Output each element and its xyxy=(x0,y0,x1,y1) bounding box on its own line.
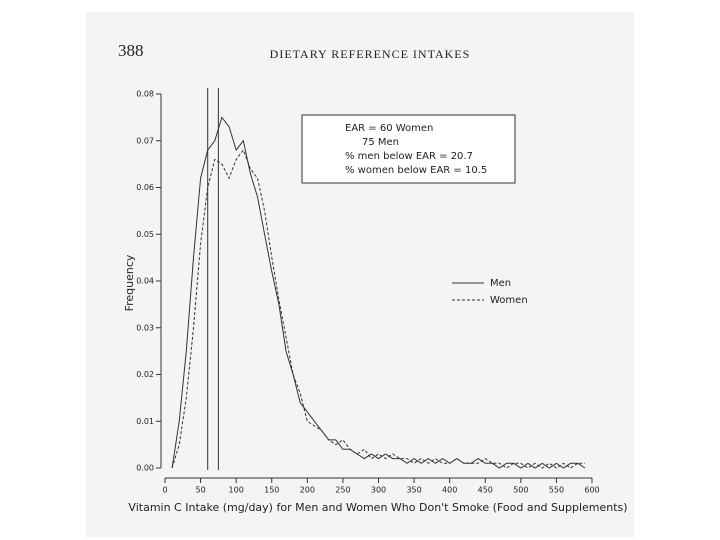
y-tick-label: 0.04 xyxy=(136,277,154,286)
page-scan xyxy=(86,12,634,537)
x-tick-label: 350 xyxy=(406,486,421,495)
x-tick-label: 0 xyxy=(162,486,167,495)
x-tick-label: 200 xyxy=(300,486,315,495)
running-head: DIETARY REFERENCE INTAKES xyxy=(270,47,471,61)
y-tick-label: 0.05 xyxy=(136,230,154,239)
legend-label: Men xyxy=(490,278,511,289)
x-tick-label: 100 xyxy=(229,486,244,495)
x-tick-label: 50 xyxy=(195,486,205,495)
y-tick-label: 0.02 xyxy=(136,370,154,379)
x-tick-label: 600 xyxy=(584,486,599,495)
annotation: % men below EAR = 20.7 xyxy=(345,151,473,162)
x-axis-label: Vitamin C Intake (mg/day) for Men and Wo… xyxy=(128,501,627,514)
y-tick-label: 0.07 xyxy=(136,136,154,145)
y-tick-label: 0.03 xyxy=(136,323,154,332)
series-line xyxy=(171,149,585,469)
x-tick-label: 450 xyxy=(478,486,493,495)
page-number: 388 xyxy=(118,41,144,60)
x-tick-label: 250 xyxy=(335,486,350,495)
x-tick-label: 400 xyxy=(442,486,457,495)
y-tick-label: 0.08 xyxy=(136,90,154,99)
x-tick-label: 550 xyxy=(549,486,564,495)
series-line xyxy=(171,116,586,469)
x-tick-label: 500 xyxy=(513,486,528,495)
x-tick-label: 150 xyxy=(264,486,279,495)
annotation: EAR = 60 Women xyxy=(345,123,433,134)
y-axis-label: Frequency xyxy=(123,254,136,311)
y-tick-label: 0.00 xyxy=(136,464,154,473)
y-tick-label: 0.01 xyxy=(136,417,154,426)
annotation-box xyxy=(301,114,516,184)
y-tick-label: 0.06 xyxy=(136,183,154,192)
legend-label: Women xyxy=(490,295,528,306)
x-tick-label: 300 xyxy=(371,486,386,495)
annotation: 75 Men xyxy=(362,137,399,148)
annotation: % women below EAR = 10.5 xyxy=(345,165,487,176)
